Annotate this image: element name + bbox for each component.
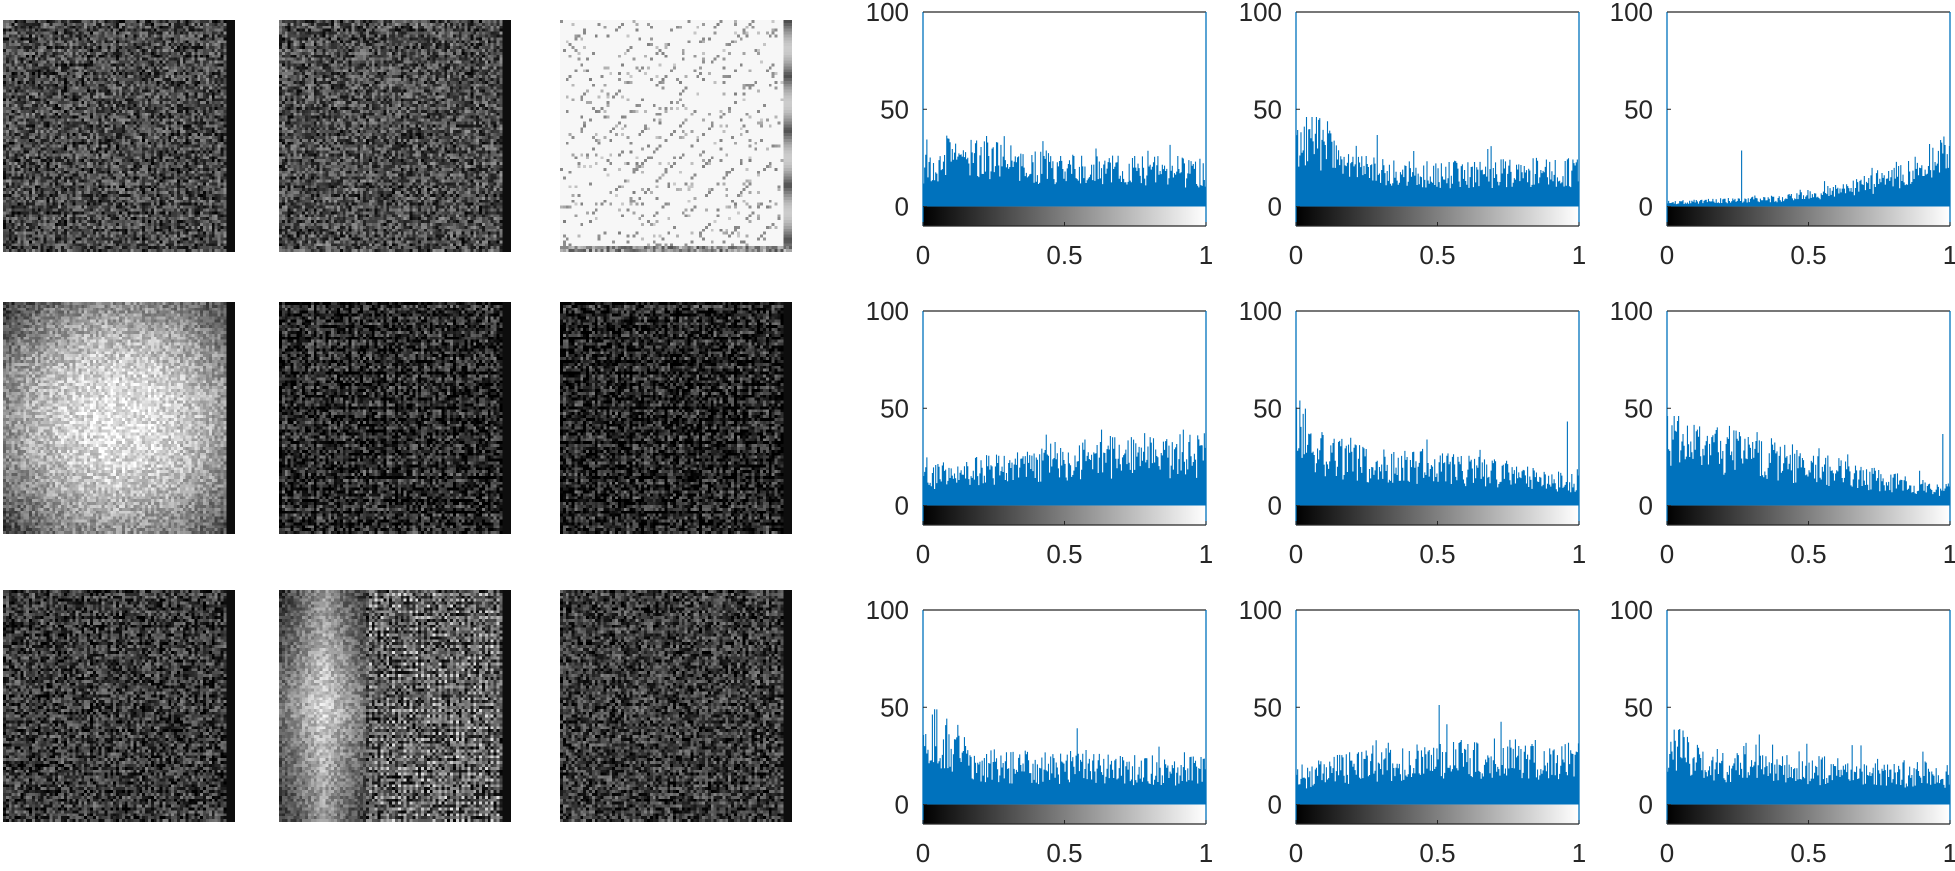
hist-r3c3-ytick-0: 0	[1639, 790, 1653, 820]
hist-r2c2: 0 50 100 0 0.5 1	[1239, 296, 1587, 569]
hist-r3c3-bars	[1667, 729, 1950, 805]
hist-r1c3-colorbar	[1667, 206, 1950, 226]
hist-r2c3-ytick-2: 100	[1610, 296, 1653, 326]
hist-r2c1-colorbar	[923, 505, 1206, 525]
hist-r3c1-ytick-2: 100	[866, 595, 909, 625]
hist-r1c3: 0 50 100 0 0.5 1	[1610, 0, 1955, 270]
hist-r2c2-xtick-2: 1	[1572, 539, 1586, 569]
hist-r2c2-ytick-0: 0	[1268, 491, 1282, 521]
hist-r1c2-ytick-2: 100	[1239, 0, 1282, 27]
hist-r1c2-ytick-1: 50	[1253, 94, 1282, 124]
hist-r2c1-ytick-2: 100	[866, 296, 909, 326]
hist-r3c3-ytick-2: 100	[1610, 595, 1653, 625]
hist-r3c2: 0 50 100 0 0.5 1	[1239, 595, 1587, 868]
hist-r2c1: 0 50 100 0 0.5 1	[866, 296, 1214, 569]
texture-image-r2c3	[560, 302, 792, 534]
hist-r2c3-bars	[1667, 416, 1950, 506]
hist-r1c2: 0 50 100 0 0.5 1	[1239, 0, 1587, 270]
hist-r2c3-xtick-1: 0.5	[1790, 539, 1826, 569]
hist-r1c2-colorbar	[1296, 206, 1579, 226]
hist-r3c2-xtick-0: 0	[1289, 838, 1303, 868]
hist-r2c2-xtick-1: 0.5	[1419, 539, 1455, 569]
hist-r2c3-ytick-0: 0	[1639, 491, 1653, 521]
texture-image-r1c1	[3, 20, 235, 252]
hist-r3c2-bars	[1296, 704, 1579, 805]
hist-r1c3-bars	[1667, 136, 1950, 207]
hist-r3c1-ytick-0: 0	[895, 790, 909, 820]
hist-r1c2-xtick-2: 1	[1572, 240, 1586, 270]
hist-r2c3-xtick-0: 0	[1660, 539, 1674, 569]
hist-r1c1-ytick-1: 50	[880, 94, 909, 124]
hist-r1c1-bars	[923, 135, 1206, 207]
hist-r1c1-xtick-1: 0.5	[1046, 240, 1082, 270]
texture-image-r1c2	[279, 20, 511, 252]
hist-r1c1-xtick-2: 1	[1199, 240, 1213, 270]
hist-r1c1: 0 50 100 0 0.5 1	[866, 0, 1214, 270]
hist-r3c2-xtick-1: 0.5	[1419, 838, 1455, 868]
hist-r3c2-colorbar	[1296, 804, 1579, 824]
texture-image-r3c1	[3, 590, 235, 822]
hist-r3c1-ytick-1: 50	[880, 692, 909, 722]
hist-r1c3-ytick-1: 50	[1624, 94, 1653, 124]
hist-r1c1-ytick-0: 0	[895, 192, 909, 222]
hist-r3c3-xtick-1: 0.5	[1790, 838, 1826, 868]
hist-r3c3: 0 50 100 0 0.5 1	[1610, 595, 1955, 868]
hist-r1c3-ytick-0: 0	[1639, 192, 1653, 222]
hist-r1c1-ytick-2: 100	[866, 0, 909, 27]
hist-r2c3-ytick-1: 50	[1624, 393, 1653, 423]
hist-r3c3-ytick-1: 50	[1624, 692, 1653, 722]
hist-r2c1-bars	[923, 429, 1206, 506]
texture-image-r2c2	[279, 302, 511, 534]
hist-r2c3-colorbar	[1667, 505, 1950, 525]
hist-r3c3-colorbar	[1667, 804, 1950, 824]
texture-image-r3c3	[560, 590, 792, 822]
hist-r1c3-xtick-0: 0	[1660, 240, 1674, 270]
hist-r1c3-xtick-1: 0.5	[1790, 240, 1826, 270]
hist-r3c1-xtick-0: 0	[916, 838, 930, 868]
hist-r1c3-ytick-2: 100	[1610, 0, 1653, 27]
hist-r1c2-ytick-0: 0	[1268, 192, 1282, 222]
hist-r2c2-xtick-0: 0	[1289, 539, 1303, 569]
hist-r3c1-xtick-2: 1	[1199, 838, 1213, 868]
hist-r2c1-xtick-2: 1	[1199, 539, 1213, 569]
texture-image-r2c1	[3, 302, 235, 534]
hist-r2c1-ytick-0: 0	[895, 491, 909, 521]
hist-r1c2-xtick-1: 0.5	[1419, 240, 1455, 270]
hist-r3c2-ytick-1: 50	[1253, 692, 1282, 722]
hist-r2c2-bars	[1296, 400, 1579, 506]
hist-r2c3-xtick-2: 1	[1943, 539, 1955, 569]
hist-r3c1-bars	[923, 709, 1206, 805]
hist-r3c1-xtick-1: 0.5	[1046, 838, 1082, 868]
hist-r3c2-ytick-0: 0	[1268, 790, 1282, 820]
hist-r3c1: 0 50 100 0 0.5 1	[866, 595, 1214, 868]
hist-r3c3-xtick-0: 0	[1660, 838, 1674, 868]
hist-r1c2-xtick-0: 0	[1289, 240, 1303, 270]
hist-r1c2-bars	[1296, 117, 1579, 207]
hist-r1c1-xtick-0: 0	[916, 240, 930, 270]
hist-r3c1-colorbar	[923, 804, 1206, 824]
texture-image-r3c2	[279, 590, 511, 822]
hist-r2c2-colorbar	[1296, 505, 1579, 525]
hist-r2c2-ytick-2: 100	[1239, 296, 1282, 326]
hist-r2c2-ytick-1: 50	[1253, 393, 1282, 423]
hist-r2c1-xtick-0: 0	[916, 539, 930, 569]
hist-r2c3: 0 50 100 0 0.5 1	[1610, 296, 1955, 569]
hist-r2c1-ytick-1: 50	[880, 393, 909, 423]
hist-r3c2-ytick-2: 100	[1239, 595, 1282, 625]
hist-r1c1-colorbar	[923, 206, 1206, 226]
hist-r1c3-xtick-2: 1	[1943, 240, 1955, 270]
hist-r3c2-xtick-2: 1	[1572, 838, 1586, 868]
hist-r3c3-xtick-2: 1	[1943, 838, 1955, 868]
texture-image-r1c3	[560, 20, 792, 252]
hist-r2c1-xtick-1: 0.5	[1046, 539, 1082, 569]
